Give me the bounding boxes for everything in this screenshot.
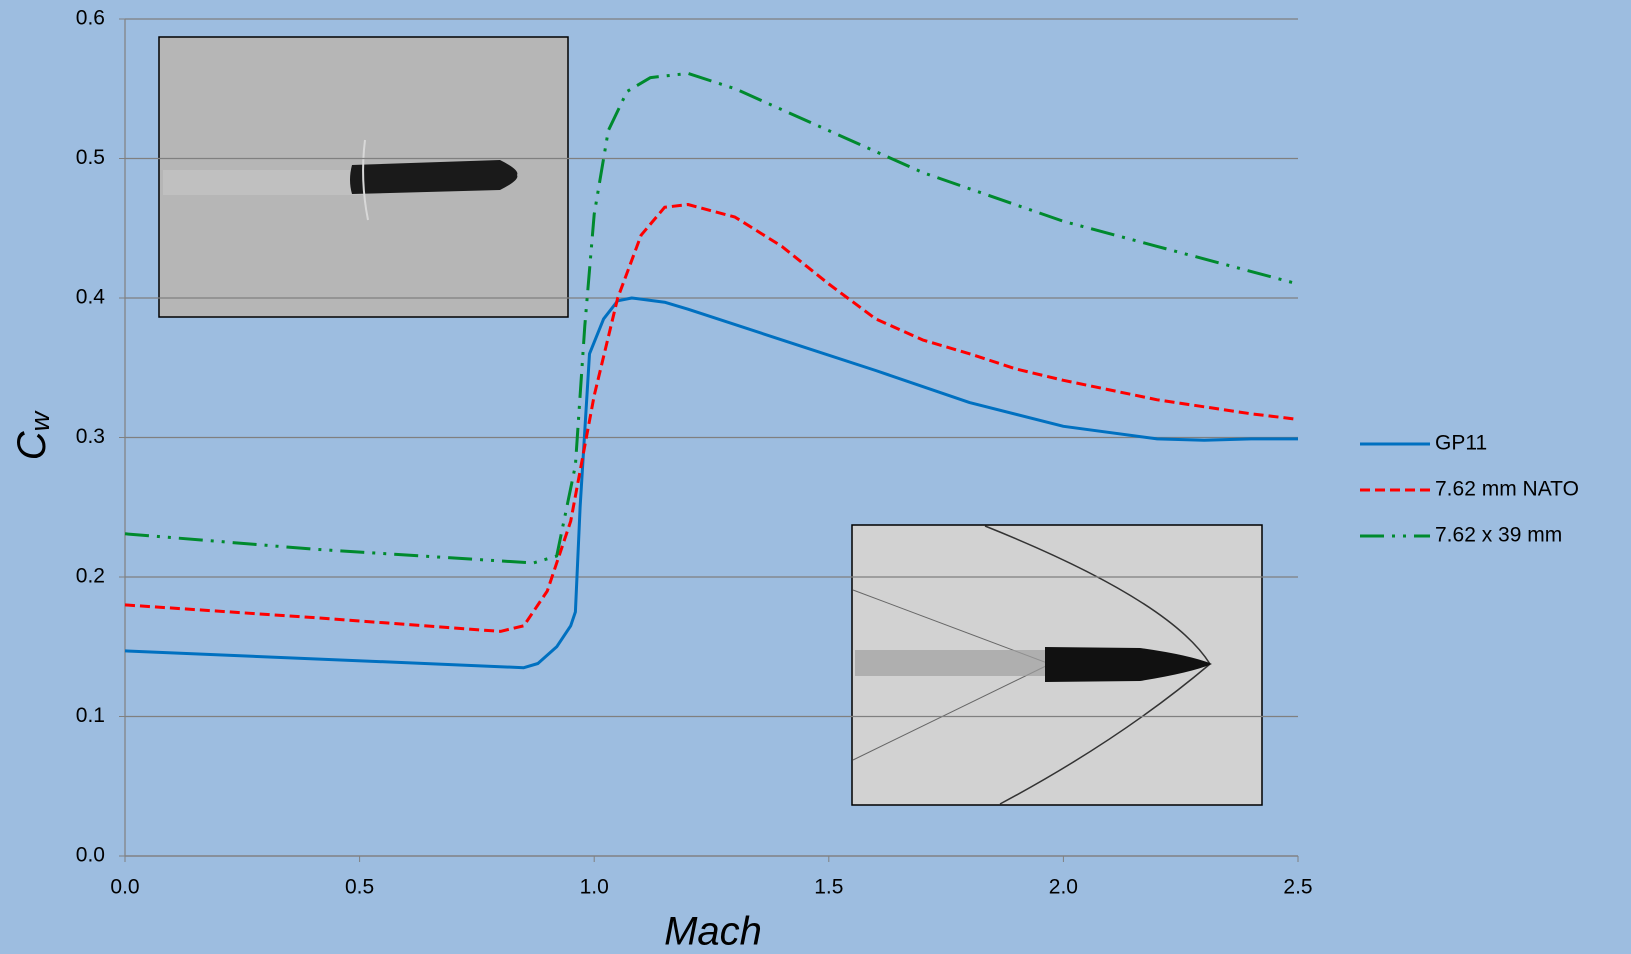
series-line bbox=[124, 71, 1299, 565]
legend-label: GP11 bbox=[1435, 432, 1487, 455]
y-axis-label-main: C bbox=[10, 430, 54, 460]
y-tick-label: 0.3 bbox=[76, 425, 105, 448]
legend: GP11 7.62 mm NATO 7.62 x 39 mm bbox=[1360, 432, 1579, 547]
series-line bbox=[124, 203, 1299, 633]
x-tick-label: 2.0 bbox=[1049, 876, 1078, 899]
axes: 0.0 0.1 0.2 0.3 0.4 0.5 0.6 0.0 0.5 1.0 1.5 2.0 2.5 G… bbox=[76, 7, 1579, 899]
x-axis-label: Mach bbox=[664, 910, 762, 954]
y-tick-label: 0.0 bbox=[76, 844, 105, 867]
series-line bbox=[124, 296, 1298, 670]
y-tick-label: 0.6 bbox=[76, 7, 105, 30]
y-tick-label: 0.2 bbox=[76, 565, 105, 588]
legend-label: 7.62 x 39 mm bbox=[1435, 524, 1562, 547]
y-axis-label: Cw bbox=[10, 410, 56, 460]
legend-label: 7.62 mm NATO bbox=[1435, 478, 1579, 501]
x-tick-label: 0.0 bbox=[110, 876, 139, 899]
x-tick-label: 2.5 bbox=[1283, 876, 1312, 899]
y-tick-label: 0.4 bbox=[76, 286, 106, 309]
x-tick-label: 1.5 bbox=[814, 876, 843, 899]
inset-photo-supersonic bbox=[851, 524, 1263, 806]
x-tick-label: 0.5 bbox=[345, 876, 374, 899]
y-tick-label: 0.1 bbox=[76, 704, 105, 727]
y-tick-label: 0.5 bbox=[76, 146, 105, 169]
inset-photo-subsonic bbox=[158, 36, 569, 318]
y-axis-label-sub: w bbox=[25, 410, 55, 431]
x-tick-label: 1.0 bbox=[580, 876, 609, 899]
